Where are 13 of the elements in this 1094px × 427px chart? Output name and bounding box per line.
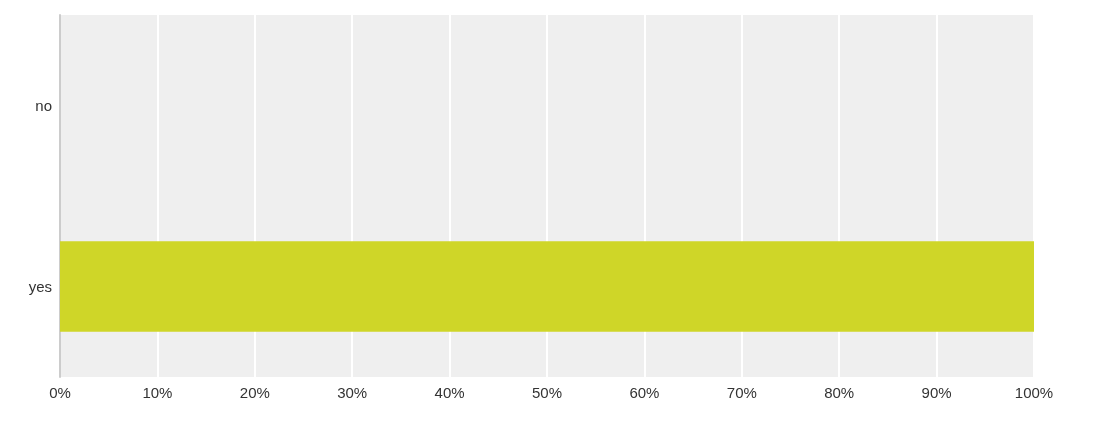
x-tick-label: 20% [239, 384, 270, 401]
x-tick-label: 90% [921, 384, 952, 401]
x-tick-label: 80% [824, 384, 855, 401]
x-tick-label: 50% [531, 384, 563, 401]
x-tick-label: 40% [434, 384, 465, 401]
x-tick-label: 30% [337, 384, 368, 401]
x-tick-label: 70% [726, 384, 757, 401]
x-tick-label: 60% [629, 384, 660, 401]
x-tick-label: 100% [1014, 384, 1054, 401]
x-tick-label: 0% [49, 384, 71, 401]
x-tick-label: 10% [142, 384, 173, 401]
y-tick-label: yes [28, 278, 52, 295]
y-tick-label: no [35, 97, 52, 114]
